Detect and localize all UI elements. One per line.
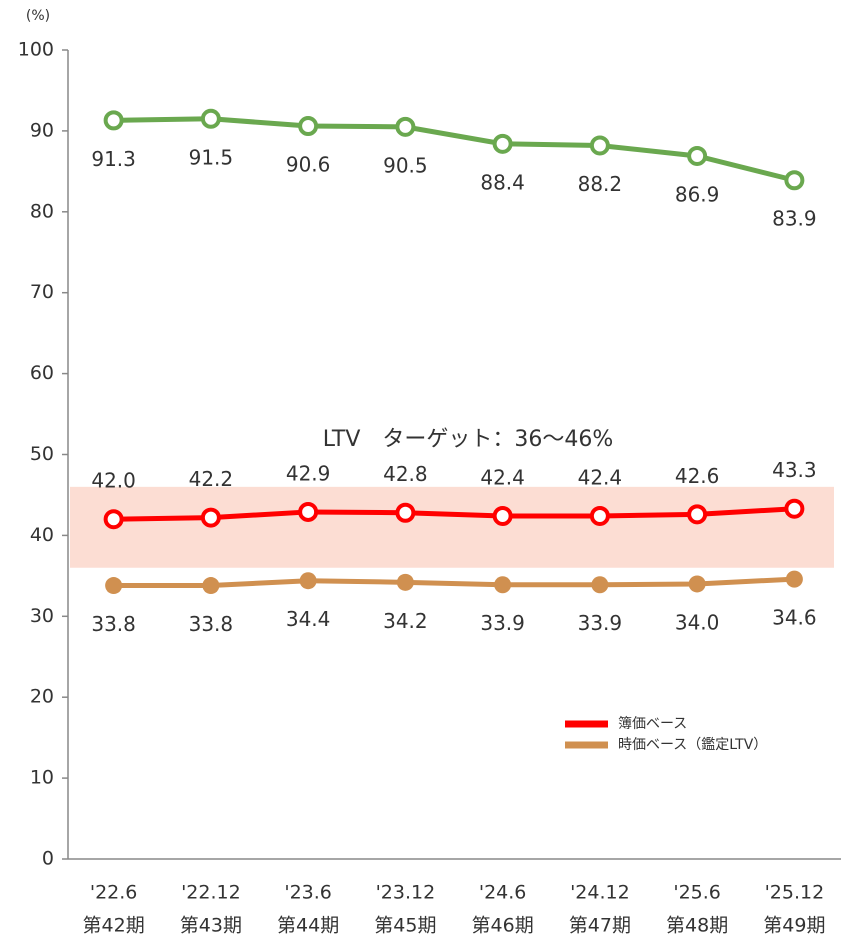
- annotation: LTV ターゲット：36～46%: [323, 427, 614, 452]
- data-point: [396, 573, 414, 591]
- x-tick-label: '24.6: [479, 882, 527, 904]
- data-point: [784, 170, 805, 191]
- y-tick-label: 100: [18, 39, 54, 61]
- data-label: 91.5: [189, 145, 234, 169]
- x-tick-label: 第48期: [666, 915, 728, 937]
- y-tick-label: 70: [30, 281, 54, 303]
- data-point: [494, 576, 512, 594]
- y-tick-label: 10: [30, 767, 54, 789]
- y-tick-label: 40: [30, 524, 54, 546]
- x-tick-label: 第43期: [180, 915, 242, 937]
- data-label: 42.9: [286, 461, 331, 485]
- data-point: [591, 576, 609, 594]
- x-tick-label: '25.6: [673, 882, 721, 904]
- y-tick-label: 60: [30, 362, 54, 384]
- x-tick-label: 第49期: [763, 915, 825, 937]
- data-point: [687, 145, 708, 166]
- unit-label: (%): [26, 8, 50, 24]
- x-tick-label: '22.6: [90, 882, 138, 904]
- y-tick-label: 30: [30, 605, 54, 627]
- data-label: 42.0: [91, 469, 136, 493]
- data-label: 86.9: [675, 182, 720, 206]
- data-label: 42.4: [480, 465, 525, 489]
- data-point: [784, 498, 805, 519]
- series-line: [113, 116, 795, 183]
- data-label: 34.4: [286, 607, 331, 631]
- data-label: 42.2: [189, 467, 234, 491]
- data-point: [589, 505, 610, 526]
- data-point: [492, 133, 513, 154]
- data-point: [298, 501, 319, 522]
- x-tick-label: '23.6: [284, 882, 332, 904]
- x-tick-label: 第47期: [569, 915, 631, 937]
- legend-label: 時価ベース（鑑定LTV）: [618, 736, 767, 753]
- x-tick-label: 第46期: [472, 915, 534, 937]
- y-tick-label: 0: [42, 848, 54, 870]
- data-point: [103, 509, 124, 530]
- y-tick-label: 80: [30, 200, 54, 222]
- x-tick-label: '24.12: [570, 882, 630, 904]
- data-label: 91.3: [91, 147, 136, 171]
- data-point: [200, 108, 221, 129]
- data-point: [103, 110, 124, 131]
- data-point: [299, 572, 317, 590]
- data-label: 42.4: [578, 465, 623, 489]
- data-point: [395, 502, 416, 523]
- x-tick-label: 第42期: [83, 915, 145, 937]
- data-point: [688, 575, 706, 593]
- series-line: [113, 506, 795, 522]
- data-label: 42.6: [675, 464, 720, 488]
- x-tick-label: 第44期: [277, 915, 339, 937]
- data-point: [202, 577, 220, 595]
- data-point: [785, 570, 803, 588]
- data-label: 88.4: [480, 170, 525, 194]
- y-tick-label: 50: [30, 443, 54, 465]
- data-label: 33.8: [91, 612, 136, 636]
- data-label: 43.3: [772, 458, 817, 482]
- data-point: [589, 135, 610, 156]
- data-label: 34.6: [772, 606, 817, 630]
- y-tick-label: 20: [30, 686, 54, 708]
- x-tick-label: '22.12: [181, 882, 241, 904]
- data-point: [687, 504, 708, 525]
- legend-label: 簿価ベース: [618, 716, 687, 732]
- series-line: [113, 576, 795, 589]
- data-label: 33.9: [480, 611, 525, 635]
- data-label: 90.5: [383, 153, 428, 177]
- data-label: 34.0: [675, 610, 720, 634]
- data-point: [298, 116, 319, 137]
- y-tick-label: 90: [30, 119, 54, 141]
- data-label: 42.8: [383, 462, 428, 486]
- data-label: 33.8: [189, 612, 234, 636]
- data-label: 88.2: [578, 172, 623, 196]
- target-band: [70, 486, 834, 568]
- x-tick-label: '23.12: [376, 882, 436, 904]
- data-label: 34.2: [383, 609, 428, 633]
- data-point: [492, 505, 513, 526]
- data-label: 33.9: [578, 611, 623, 635]
- data-label: 83.9: [772, 207, 817, 231]
- data-point: [105, 577, 123, 595]
- x-tick-label: 第45期: [374, 915, 436, 937]
- x-tick-label: '25.12: [765, 882, 825, 904]
- data-point: [200, 507, 221, 528]
- data-label: 90.6: [286, 153, 331, 177]
- data-point: [395, 116, 416, 137]
